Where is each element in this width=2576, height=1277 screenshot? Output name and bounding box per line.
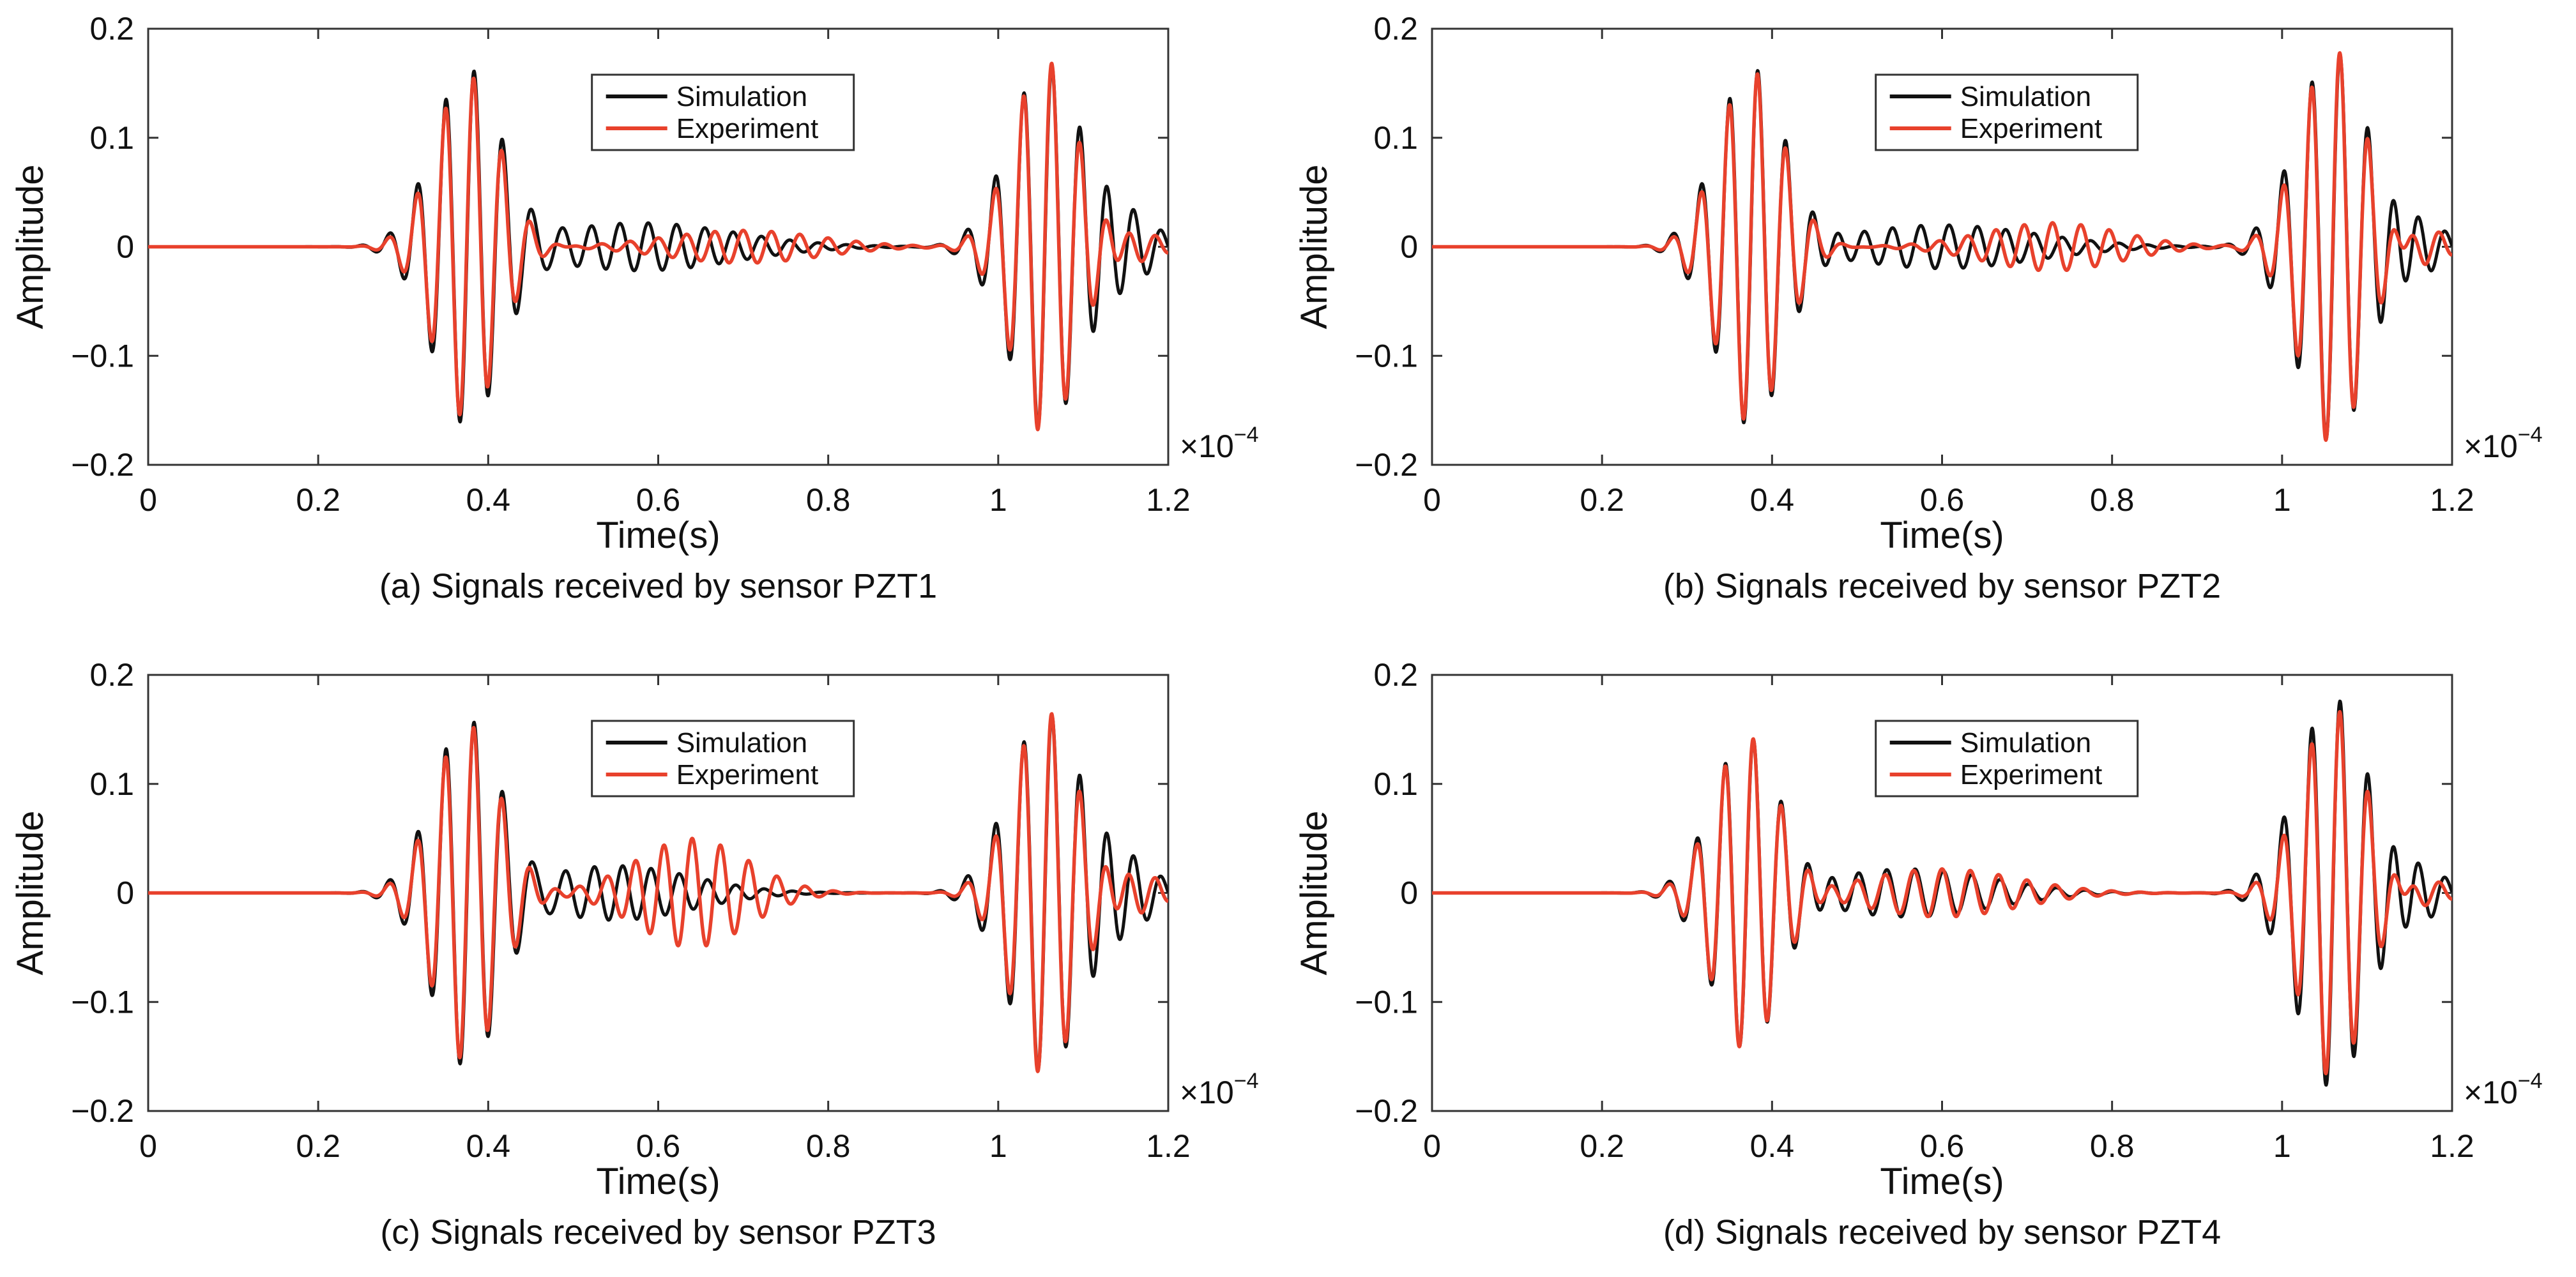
y-axis-label: Amplitude [10, 811, 51, 976]
y-tick-label: −0.1 [71, 338, 134, 374]
x-axis-label: Time(s) [1880, 515, 2004, 556]
x-tick-label: 0.8 [806, 1128, 851, 1164]
legend-label-experiment: Experiment [676, 113, 819, 144]
x-exponent-power: −4 [1234, 1069, 1259, 1093]
y-axis-label: Amplitude [10, 165, 51, 329]
x-tick-label: 0.6 [1920, 482, 1965, 518]
legend-box [591, 720, 855, 797]
legend-box [591, 73, 855, 151]
chart-panel-3: 0 0.2 0.4 0.6 0.8 1 1.2 −0.2 −0.1 0 0.1 0.2 Time(s) A… [10, 657, 1259, 1251]
x-tick-label: 1 [989, 1128, 1007, 1164]
y-tick-label: −0.2 [71, 447, 134, 483]
legend-label-simulation: Simulation [1960, 727, 2091, 759]
x-tick-label: 0.8 [2090, 482, 2135, 518]
y-tick-label: −0.2 [71, 1093, 134, 1129]
panel-caption: (d) Signals received by sensor PZT4 [1663, 1213, 2221, 1251]
y-tick-label: 0.1 [1373, 120, 1418, 156]
x-exponent-power: −4 [2518, 1069, 2543, 1093]
panel-caption: (b) Signals received by sensor PZT2 [1663, 567, 2221, 605]
x-tick-label: 1 [2273, 482, 2291, 518]
x-tick-label: 0.8 [2090, 1128, 2135, 1164]
y-tick-label: −0.1 [1355, 338, 1418, 374]
legend-label-simulation: Simulation [1960, 81, 2091, 112]
y-tick-label: 0 [116, 229, 134, 265]
x-exponent-label: ×10−4 [2464, 423, 2543, 464]
series-line-experiment [1432, 51, 2452, 442]
x-tick-label: 0.8 [806, 482, 851, 518]
x-axis-label: Time(s) [596, 515, 720, 556]
x-tick-label: 0 [139, 482, 157, 518]
chart-panel-4: 0 0.2 0.4 0.6 0.8 1 1.2 −0.2 −0.1 0 0.1 0.2 Time(s) A… [1293, 657, 2543, 1251]
y-tick-label: 0.2 [1373, 11, 1418, 47]
y-tick-label: 0.2 [89, 657, 134, 693]
x-tick-label: 0.2 [296, 482, 340, 518]
x-tick-label: 1.2 [2430, 482, 2474, 518]
x-tick-label: 1.2 [1146, 1128, 1191, 1164]
legend-label-simulation: Simulation [676, 727, 807, 759]
x-tick-label: 0.6 [636, 482, 681, 518]
x-tick-label: 0.2 [296, 1128, 340, 1164]
legend-label-experiment: Experiment [1960, 759, 2103, 790]
panel-caption: (a) Signals received by sensor PZT1 [379, 567, 937, 605]
x-tick-label: 1.2 [1146, 482, 1191, 518]
series-line-experiment [1432, 710, 2452, 1076]
x-exponent-label: ×10−4 [2464, 1069, 2543, 1110]
x-tick-label: 0.6 [636, 1128, 681, 1164]
series-line-experiment [148, 712, 1168, 1073]
y-tick-label: −0.1 [71, 984, 134, 1020]
legend-box [1875, 720, 2139, 797]
x-tick-label: 0.4 [1750, 1128, 1795, 1164]
x-tick-label: 0 [1423, 482, 1441, 518]
y-tick-label: 0 [116, 875, 134, 911]
x-exponent-power: −4 [2518, 423, 2543, 447]
legend-label-simulation: Simulation [676, 81, 807, 112]
y-tick-label: 0.1 [1373, 766, 1418, 802]
x-tick-label: 1 [989, 482, 1007, 518]
y-tick-label: −0.1 [1355, 984, 1418, 1020]
y-tick-label: 0.2 [89, 11, 134, 47]
x-tick-label: 0 [1423, 1128, 1441, 1164]
x-tick-label: 0.4 [466, 482, 511, 518]
y-tick-label: 0 [1400, 875, 1418, 911]
x-tick-label: 0.6 [1920, 1128, 1965, 1164]
x-tick-label: 0.2 [1580, 1128, 1624, 1164]
chart-panel-2: 0 0.2 0.4 0.6 0.8 1 1.2 −0.2 −0.1 0 0.1 0.2 Time(s) A… [1293, 11, 2543, 605]
x-axis-label: Time(s) [1880, 1161, 2004, 1202]
x-exponent-label: ×10−4 [1180, 423, 1259, 464]
series-line-experiment [148, 61, 1168, 432]
legend-label-experiment: Experiment [676, 759, 819, 790]
y-tick-label: 0.1 [89, 120, 134, 156]
x-tick-label: 0.4 [1750, 482, 1795, 518]
x-tick-label: 0.2 [1580, 482, 1624, 518]
x-tick-label: 0.4 [466, 1128, 511, 1164]
y-tick-label: 0 [1400, 229, 1418, 265]
legend-box [1875, 73, 2139, 151]
x-exponent-power: −4 [1234, 423, 1259, 447]
y-tick-label: −0.2 [1355, 447, 1418, 483]
x-axis-label: Time(s) [596, 1161, 720, 1202]
x-tick-label: 1.2 [2430, 1128, 2474, 1164]
x-tick-label: 0 [139, 1128, 157, 1164]
y-axis-label: Amplitude [1293, 811, 1335, 976]
panel-caption: (c) Signals received by sensor PZT3 [380, 1213, 936, 1251]
y-tick-label: 0.2 [1373, 657, 1418, 693]
chart-panel-1: 0 0.2 0.4 0.6 0.8 1 1.2 −0.2 −0.1 0 0.1 0.2 Time(s) A… [10, 11, 1259, 605]
y-tick-label: −0.2 [1355, 1093, 1418, 1129]
x-exponent-label: ×10−4 [1180, 1069, 1259, 1110]
legend-label-experiment: Experiment [1960, 113, 2103, 144]
y-axis-label: Amplitude [1293, 165, 1335, 329]
y-tick-label: 0.1 [89, 766, 134, 802]
x-tick-label: 1 [2273, 1128, 2291, 1164]
